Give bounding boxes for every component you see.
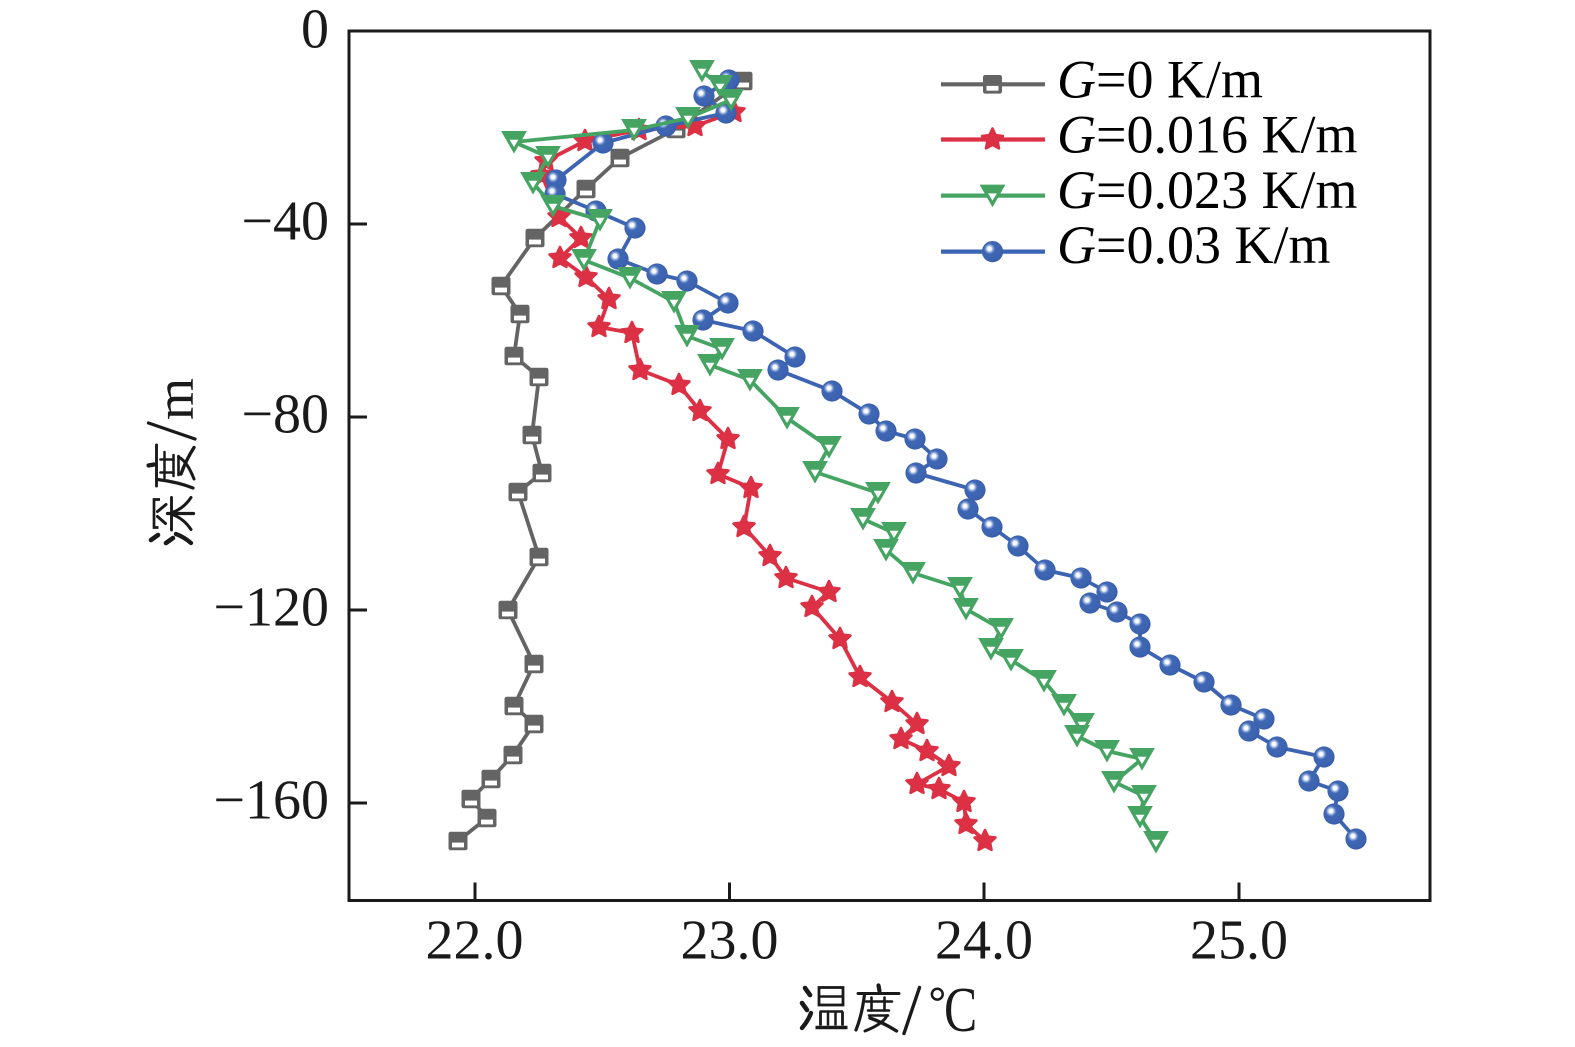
svg-text:0: 0 (301, 0, 329, 61)
svg-text:23.0: 23.0 (681, 910, 779, 972)
svg-text:−40: −40 (241, 191, 329, 253)
svg-text:C: C (944, 976, 977, 1046)
svg-text:G=0 K/m: G=0 K/m (1057, 50, 1263, 110)
svg-text:G=0.023 K/m: G=0.023 K/m (1057, 160, 1357, 220)
svg-text:G=0.03 K/m: G=0.03 K/m (1057, 215, 1330, 275)
svg-text:−80: −80 (241, 384, 329, 446)
svg-text:G=0.016 K/m: G=0.016 K/m (1057, 105, 1357, 165)
svg-text:−160: −160 (213, 770, 329, 832)
svg-text:22.0: 22.0 (426, 910, 524, 972)
svg-text:25.0: 25.0 (1190, 910, 1288, 972)
svg-text:−120: −120 (213, 577, 329, 639)
svg-text:24.0: 24.0 (935, 910, 1033, 972)
svg-text:m: m (145, 378, 205, 420)
